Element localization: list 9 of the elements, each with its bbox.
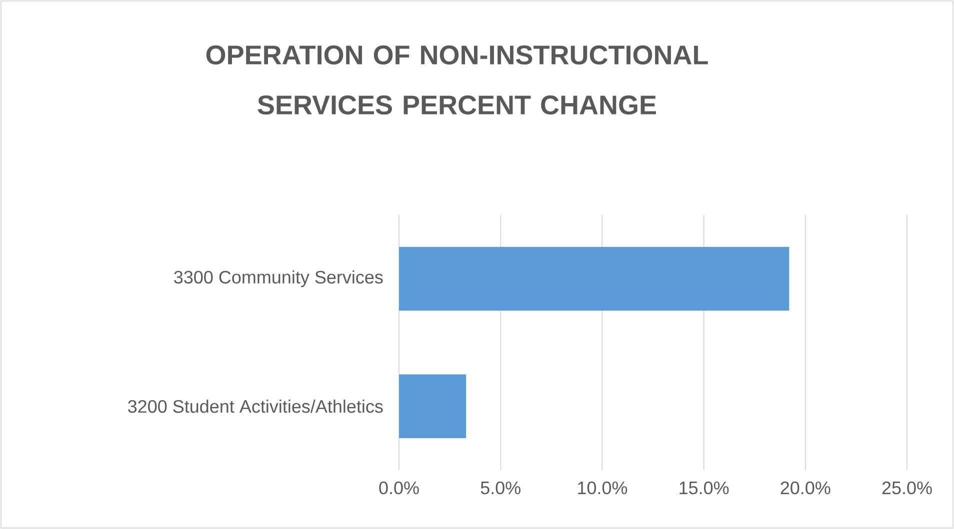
x-tick-label: 15.0% [680,482,729,494]
x-tick-label: 5.0% [480,482,520,494]
y-tick-label: 3200 Student Activities/Athletics [128,400,383,413]
x-tick-label: 20.0% [780,482,830,494]
x-tick-label: 25.0% [882,482,932,494]
x-tick-label: 0.0% [379,482,419,494]
x-tick-label: 10.0% [578,482,628,494]
chart-title: OPERATION OF NON-INSTRUCTIONAL SERVICES PERCENT CHANGE [206,45,708,115]
y-tick-label: 3300 Community Services [174,270,383,288]
